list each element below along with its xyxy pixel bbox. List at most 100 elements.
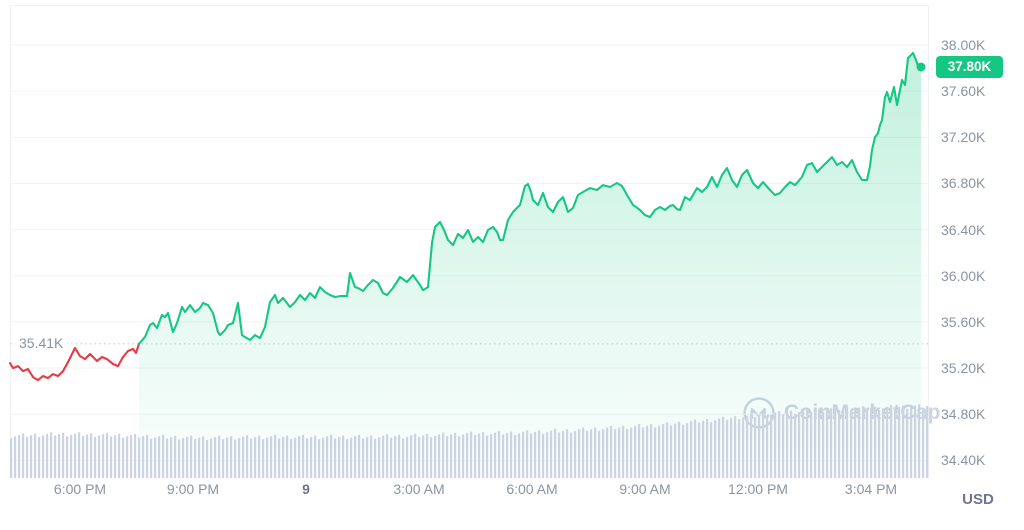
volume-bar — [250, 438, 253, 478]
price-chart-svg[interactable] — [8, 5, 929, 478]
volume-bar — [290, 439, 293, 478]
volume-bar — [82, 435, 85, 478]
volume-bar — [154, 437, 157, 478]
volume-bar — [902, 405, 905, 478]
currency-unit-label: USD — [962, 491, 994, 508]
volume-bar — [74, 433, 77, 478]
volume-bar — [10, 438, 13, 478]
volume-bar — [898, 407, 901, 478]
volume-bar — [714, 420, 717, 478]
volume-bar — [122, 437, 125, 478]
volume-bar — [658, 425, 661, 478]
volume-bar — [682, 424, 685, 478]
volume-bar — [310, 437, 313, 478]
volume-bar — [470, 431, 473, 478]
volume-bar — [550, 430, 553, 478]
volume-bar — [834, 406, 837, 478]
volume-bar — [426, 434, 429, 478]
volume-bar — [226, 437, 229, 478]
volume-bar — [406, 436, 409, 478]
volume-bar — [730, 418, 733, 478]
volume-bar — [66, 436, 69, 478]
x-axis-tick-label: 6:00 PM — [53, 481, 107, 497]
volume-bar — [278, 438, 281, 478]
volume-bar — [894, 408, 897, 478]
volume-bar — [70, 434, 73, 478]
volume-bar — [690, 421, 693, 478]
volume-bar — [302, 434, 305, 478]
volume-bar — [394, 436, 397, 478]
volume-bar — [98, 435, 101, 478]
volume-bar — [846, 407, 849, 478]
volume-bar — [350, 437, 353, 478]
volume-bar — [110, 436, 113, 478]
volume-bar — [794, 413, 797, 478]
volume-bar — [806, 408, 809, 478]
volume-bar — [814, 410, 817, 478]
volume-bar — [718, 418, 721, 478]
volume-bar — [778, 411, 781, 478]
volume-bar — [678, 421, 681, 478]
volume-bar — [478, 433, 481, 478]
volume-bar — [210, 438, 213, 478]
volume-bar — [830, 408, 833, 478]
volume-bar — [466, 433, 469, 478]
volume-bar — [102, 434, 105, 478]
current-price-dot — [916, 62, 926, 72]
volume-bar — [494, 432, 497, 478]
volume-bar — [258, 435, 261, 478]
volume-bar — [22, 433, 25, 478]
volume-bar — [362, 438, 365, 478]
volume-bar — [802, 410, 805, 478]
volume-bar — [242, 436, 245, 478]
volume-bar — [858, 407, 861, 478]
volume-bar — [526, 430, 529, 478]
volume-bar — [434, 435, 437, 478]
volume-bar — [798, 412, 801, 478]
volume-bar — [322, 437, 325, 478]
volume-bar — [850, 410, 853, 478]
volume-bar — [374, 438, 377, 478]
y-axis-tick-label: 35.60K — [941, 313, 986, 330]
volume-bar — [914, 405, 917, 478]
volume-bar — [378, 437, 381, 478]
volume-bar — [442, 432, 445, 478]
volume-bar — [238, 438, 241, 478]
price-line-down — [8, 342, 141, 382]
volume-bar — [438, 434, 441, 478]
volume-bar — [54, 435, 57, 478]
volume-bar — [490, 434, 493, 478]
volume-bar — [870, 408, 873, 478]
volume-bar — [482, 432, 485, 478]
volume-bar — [282, 437, 285, 478]
y-axis-tick-label: 37.60K — [941, 83, 986, 100]
volume-bar — [710, 422, 713, 478]
y-axis-tick-label: 36.80K — [941, 175, 986, 192]
volume-bar — [742, 417, 745, 478]
volume-bar — [554, 429, 557, 478]
volume-bar — [770, 414, 773, 478]
volume-bar — [866, 409, 869, 478]
volume-bar — [654, 427, 657, 478]
volume-bar — [246, 435, 249, 478]
volume-bar — [522, 431, 525, 478]
volume-bar — [838, 410, 841, 478]
volume-bar — [774, 412, 777, 478]
volume-bar — [314, 435, 317, 478]
volume-bar — [458, 436, 461, 478]
volume-bar — [42, 435, 45, 478]
volume-bar — [62, 432, 65, 478]
volume-bar — [666, 422, 669, 478]
volume-bar — [18, 435, 21, 478]
volume-bar — [130, 435, 133, 478]
volume-bar — [266, 437, 269, 478]
volume-bar — [422, 435, 425, 478]
volume-bar — [890, 405, 893, 478]
volume-bar — [686, 423, 689, 478]
x-axis-tick-label: 9:00 AM — [619, 481, 671, 497]
volume-bar — [174, 435, 177, 478]
volume-bar — [330, 434, 333, 478]
volume-bar — [90, 433, 93, 478]
volume-bar — [746, 415, 749, 478]
